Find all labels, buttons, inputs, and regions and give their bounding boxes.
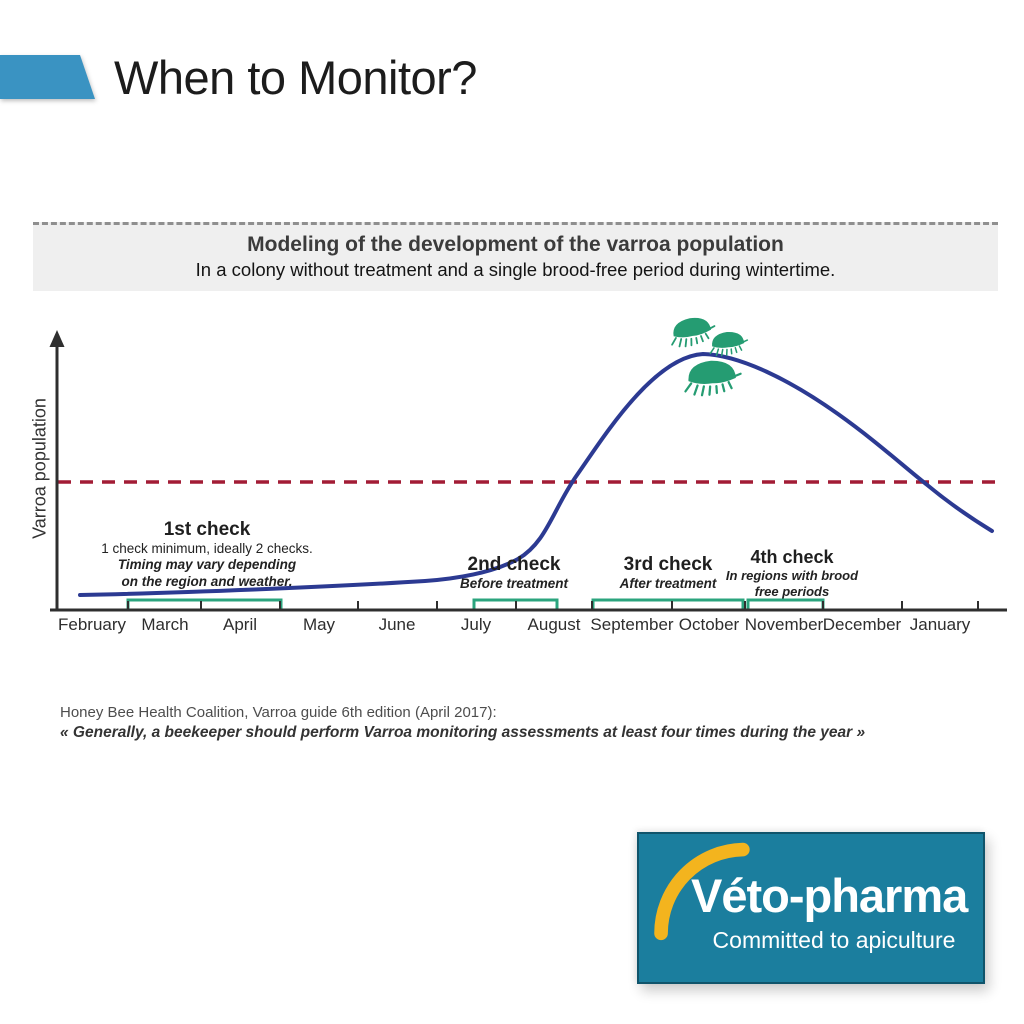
x-axis-ticks [127,601,979,610]
check-1-title: 1st check [163,519,251,540]
x-tick-label-december: December [822,615,902,634]
x-tick-label-april: April [222,615,257,634]
vetopharma-logo: Véto-pharma Committed to apiculture [637,832,985,984]
check-1-line-2: Timing may vary depending [117,557,297,573]
annotation-3rd-check: 3rd check After treatment [578,554,758,592]
annotation-1st-check: 1st check 1 check minimum, ideally 2 che… [77,519,337,590]
x-tick-label-october: October [678,615,740,634]
x-tick-label-february: February [57,615,127,634]
check-1-line-3: on the region and weather. [121,573,293,589]
citation-source: Honey Bee Health Coalition, Varroa guide… [60,704,497,721]
x-tick-label-september: September [590,615,674,634]
annotation-2nd-check: 2nd check Before treatment [424,554,604,592]
varroa-mite-icon [667,313,718,350]
x-tick-label-june: June [378,615,416,634]
check-bracket-2 [472,598,559,610]
check-2-caption: Before treatment [459,575,569,591]
chart-title: Modeling of the development of the varro… [247,233,784,256]
header-accent-shape [0,55,95,99]
varroa-mite-icon [707,329,750,358]
check-3-caption: After treatment [619,575,717,591]
x-tick-label-august: August [527,615,581,634]
x-tick-label-july: July [460,615,492,634]
population-curve [78,351,994,597]
check-1-line-1: 1 check minimum, ideally 2 checks. [101,540,313,556]
logo-tagline: Committed to apiculture [712,927,956,953]
x-tick-label-january: January [909,615,971,634]
logo-brand-name: Véto-pharma [691,869,968,922]
check-3-title: 3rd check [623,554,713,575]
check-2-title: 2nd check [467,554,561,575]
citation-quote: « Generally, a beekeeper should perform … [60,724,866,741]
y-axis-arrow-icon [49,330,65,347]
x-tick-label-march: March [141,615,189,634]
logo-arc-icon [654,842,750,941]
varroa-mite-icon [682,357,744,398]
check-4-caption-2: free periods [754,583,830,599]
chart-subtitle: In a colony without treatment and a sing… [195,259,836,281]
page-title: When to Monitor? [114,51,477,104]
y-axis-label: Varroa population [29,398,50,539]
annotation-4th-check: 4th check In regions with brood free per… [702,547,882,600]
accent-parallelogram [0,55,95,99]
check-4-caption-1: In regions with brood [725,567,859,583]
x-tick-label-november: November [744,615,824,634]
chart-header-banner: Modeling of the development of the varro… [33,222,998,291]
check-4-title: 4th check [750,547,834,567]
x-tick-label-may: May [302,615,336,634]
